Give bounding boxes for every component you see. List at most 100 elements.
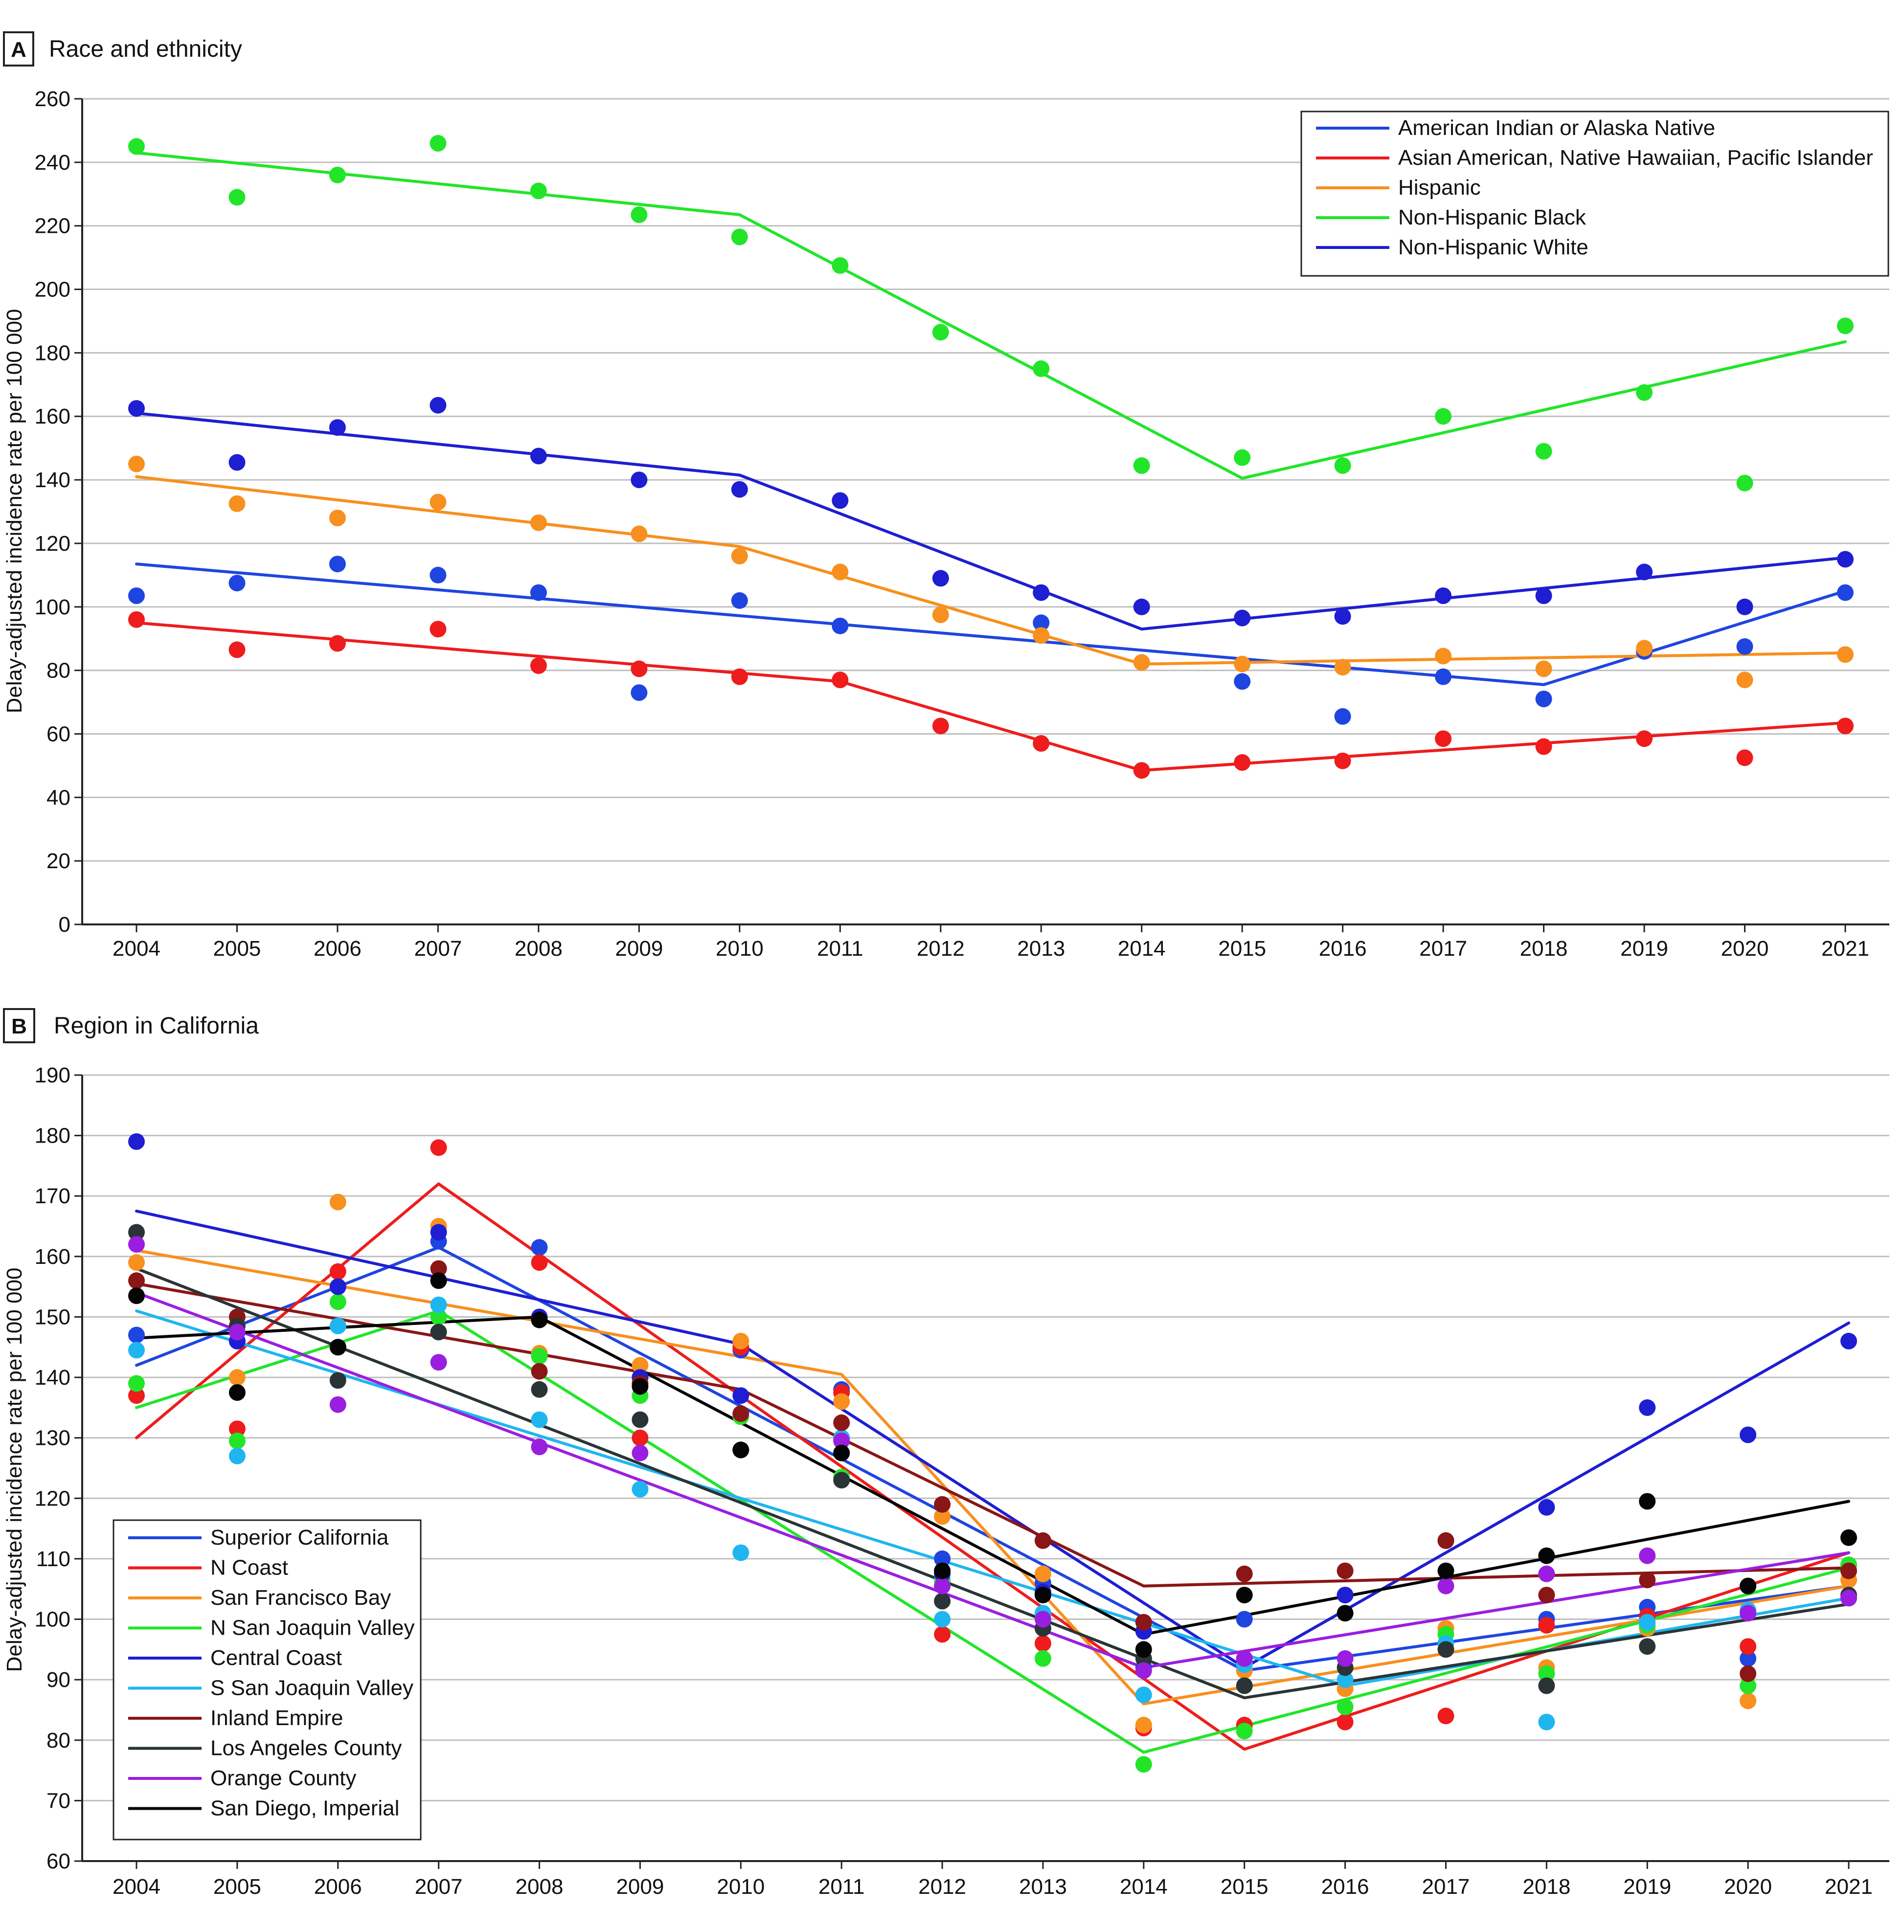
- panel-b-x-tick-label-2012: 2012: [918, 1875, 966, 1899]
- panel-b-legend-label-central-coast: Central Coast: [210, 1646, 342, 1670]
- panel-a-point-non-hispanic-black-2011: [832, 257, 849, 274]
- panel-a-point-american-indian-or-alaska-native-2009: [631, 684, 648, 701]
- panel-b-point-san-diego-imperial-2005: [228, 1384, 246, 1401]
- panel-a-y-tick-label-20: 20: [46, 849, 70, 873]
- panel-b-y-tick-label-90: 90: [46, 1668, 70, 1692]
- panel-b-x-tick-label-2010: 2010: [717, 1875, 765, 1899]
- panel-a-y-tick-label-120: 120: [35, 532, 70, 556]
- panel-b-point-n-coast-2013: [1034, 1635, 1051, 1652]
- panel-a-point-non-hispanic-white-2012: [932, 570, 949, 587]
- panel-b-point-n-san-joaquin-valley-2006: [329, 1293, 346, 1310]
- panel-b-point-n-coast-2004: [128, 1387, 145, 1404]
- panel-a-legend-frame: [1300, 111, 1889, 277]
- panel-b-legend: Superior California N Coast San Francisco …: [113, 1519, 422, 1841]
- panel-b-y-tick-label-100: 100: [35, 1608, 70, 1632]
- panel-a-point-non-hispanic-black-2008: [530, 182, 547, 200]
- panel-b-point-inland-empire-2016: [1337, 1562, 1354, 1579]
- panel-b-point-san-diego-imperial-2018: [1538, 1547, 1555, 1564]
- panel-a-point-hispanic-2016: [1334, 659, 1351, 676]
- panel-b-legend-label-n-san-joaquin-valley: N San Joaquin Valley: [210, 1616, 414, 1640]
- panel-b-x-tick-label-2015: 2015: [1221, 1875, 1269, 1899]
- panel-b-x-tick-label-2004: 2004: [113, 1875, 160, 1899]
- panel-b-point-orange-county-2007: [430, 1354, 447, 1371]
- panel-b-point-inland-empire-2007: [430, 1260, 447, 1277]
- panel-a-point-asian-american-native-hawaiian-pacific-islander-2007: [430, 621, 447, 638]
- panel-b-point-orange-county-2005: [228, 1324, 246, 1341]
- panel-a-trend-hispanic: [135, 475, 1847, 666]
- panel-b-point-superior-california-2020: [1740, 1650, 1757, 1667]
- panel-a-point-american-indian-or-alaska-native-2006: [329, 556, 346, 573]
- panel-a-point-asian-american-native-hawaiian-pacific-islander-2004: [128, 611, 145, 628]
- panel-a-y-tick-label-220: 220: [35, 214, 70, 238]
- panel-a-point-american-indian-or-alaska-native-2013: [1033, 614, 1050, 631]
- panel-a-trend-american-indian-or-alaska-native: [135, 562, 1847, 686]
- panel-b-point-central-coast-2016: [1337, 1587, 1354, 1604]
- panel-b-point-orange-county-2011: [833, 1432, 850, 1449]
- panel-b-y-tick-label-60: 60: [46, 1849, 70, 1873]
- panel-b-point-n-coast-2006: [329, 1263, 346, 1280]
- panel-b-point-los-angeles-county-2009: [632, 1411, 649, 1428]
- panel-a-point-hispanic-2011: [832, 563, 849, 581]
- panel-a-point-american-indian-or-alaska-native-2011: [832, 617, 849, 634]
- panel-b-point-s-san-joaquin-valley-2019: [1639, 1614, 1656, 1631]
- panel-a-point-hispanic-2020: [1736, 672, 1753, 689]
- panel-a-title: Race and ethnicity: [49, 36, 242, 62]
- panel-a-point-non-hispanic-black-2004: [128, 138, 145, 155]
- panel-b-point-s-san-joaquin-valley-2005: [228, 1447, 246, 1464]
- panel-b-point-n-coast-2005: [228, 1420, 246, 1438]
- panel-a-y-tick-label-260: 260: [35, 87, 70, 111]
- panel-b-point-n-san-joaquin-valley-2004: [128, 1375, 145, 1392]
- panel-b-trend-san-francisco-bay: [135, 1249, 1850, 1706]
- panel-b-point-n-coast-2012: [934, 1626, 951, 1643]
- panel-a-point-non-hispanic-black-2015: [1234, 449, 1251, 466]
- panel-a-point-non-hispanic-white-2010: [731, 481, 748, 498]
- panel-b-point-n-san-joaquin-valley-2016: [1337, 1698, 1354, 1715]
- panel-b-point-los-angeles-county-2004: [128, 1224, 145, 1241]
- panel-b-point-los-angeles-county-2017: [1437, 1641, 1454, 1658]
- panel-a-point-non-hispanic-white-2017: [1435, 587, 1452, 604]
- panel-b-point-s-san-joaquin-valley-2009: [632, 1481, 649, 1498]
- panel-b-point-san-diego-imperial-2006: [329, 1339, 346, 1356]
- panel-b-y-tick-label-190: 190: [35, 1063, 70, 1087]
- panel-a-x-tick-label-2004: 2004: [113, 937, 160, 961]
- panel-b-legend-frame: [113, 1519, 422, 1841]
- panel-a-point-non-hispanic-white-2015: [1234, 609, 1251, 627]
- panel-a-x-tick-label-2019: 2019: [1620, 937, 1668, 961]
- panel-a-trend-lines: [135, 151, 1847, 772]
- panel-a-y-axis-label: Delay-adjusted incidence rate per 100 00…: [2, 309, 26, 714]
- panel-a-point-american-indian-or-alaska-native-2004: [128, 587, 145, 604]
- panel-b-point-san-diego-imperial-2020: [1740, 1577, 1757, 1595]
- panel-a-point-non-hispanic-white-2021: [1837, 551, 1854, 568]
- panel-a-point-non-hispanic-black-2010: [731, 228, 748, 246]
- panel-b-legend-label-san-diego-imperial: San Diego, Imperial: [210, 1797, 399, 1820]
- panel-b-point-los-angeles-county-2008: [531, 1381, 548, 1398]
- panel-b-point-orange-county-2016: [1337, 1650, 1354, 1667]
- panel-b-point-san-francisco-bay-2010: [732, 1332, 749, 1349]
- panel-a-y-tick-label-80: 80: [46, 659, 70, 683]
- panel-a-point-non-hispanic-black-2013: [1033, 360, 1050, 377]
- panel-a-point-hispanic-2019: [1636, 640, 1653, 657]
- panel-a-letter: A: [11, 38, 26, 62]
- panel-b-point-n-san-joaquin-valley-2020: [1740, 1677, 1757, 1694]
- panel-a-point-non-hispanic-white-2013: [1033, 584, 1050, 601]
- panel-a-y-tick-label-0: 0: [59, 913, 70, 937]
- panel-b-point-san-diego-imperial-2011: [833, 1444, 850, 1461]
- panel-a-point-non-hispanic-black-2020: [1736, 474, 1753, 492]
- panel-a-point-asian-american-native-hawaiian-pacific-islander-2010: [731, 668, 748, 685]
- panel-b-y-tick-label-110: 110: [36, 1547, 70, 1571]
- panel-b-x-tick-label-2009: 2009: [616, 1875, 664, 1899]
- panel-b-y-tick-label-130: 130: [35, 1426, 70, 1450]
- panel-b-point-inland-empire-2011: [833, 1414, 850, 1431]
- panel-b-point-n-coast-2020: [1740, 1638, 1757, 1655]
- panel-b-legend-label-inland-empire: Inland Empire: [210, 1706, 343, 1730]
- panel-a-point-asian-american-native-hawaiian-pacific-islander-2005: [228, 641, 246, 658]
- panel-a-point-american-indian-or-alaska-native-2007: [430, 566, 447, 584]
- panel-b-y-tick-label-120: 120: [35, 1486, 70, 1510]
- panel-b-point-s-san-joaquin-valley-2006: [329, 1318, 346, 1334]
- panel-a-point-non-hispanic-white-2007: [430, 397, 447, 414]
- panel-b-point-central-coast-2019: [1639, 1399, 1656, 1416]
- panel-b-x-tick-label-2007: 2007: [415, 1875, 463, 1899]
- panel-b-point-s-san-joaquin-valley-2014: [1135, 1686, 1152, 1704]
- panel-b-point-s-san-joaquin-valley-2016: [1337, 1671, 1354, 1688]
- panel-b-point-inland-empire-2017: [1437, 1532, 1454, 1549]
